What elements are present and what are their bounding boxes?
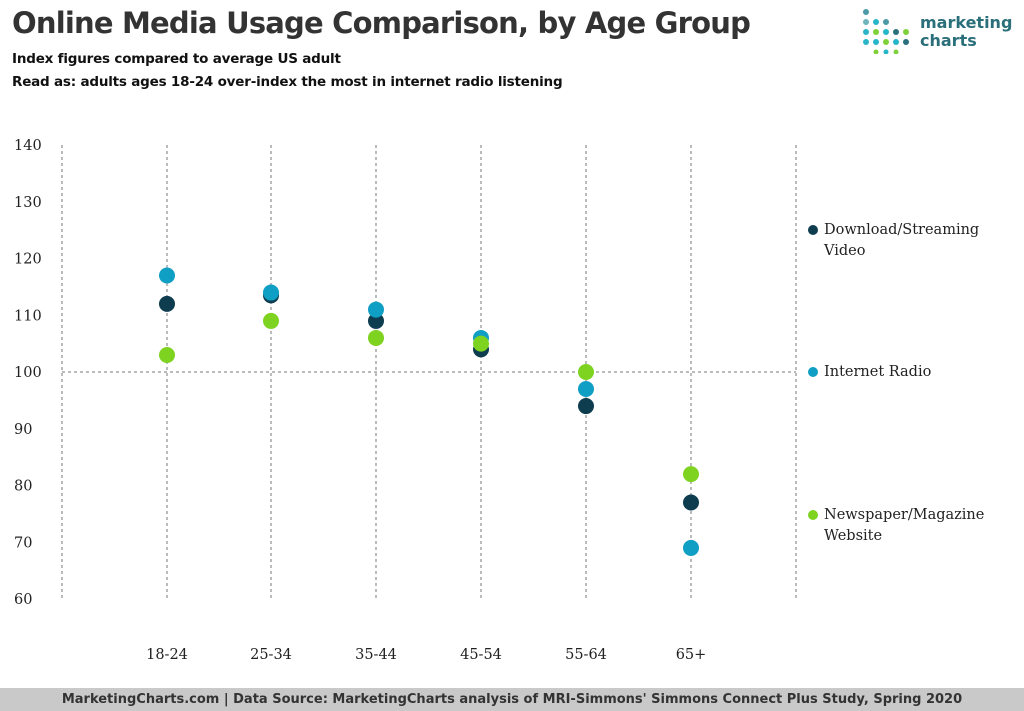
x-tick-label: 25-34 [250, 647, 292, 663]
data-point-series-1 [159, 267, 175, 284]
x-tick-label: 55-64 [565, 647, 607, 663]
x-tick-label: 18-24 [146, 647, 188, 663]
y-tick-label: 120 [14, 252, 42, 268]
data-point-series-0 [159, 295, 175, 312]
data-point-series-1 [368, 301, 384, 318]
y-tick-label: 90 [14, 422, 32, 438]
y-tick-label: 110 [14, 308, 42, 324]
legend-label: Download/Streaming Video [824, 222, 980, 259]
y-tick-label: 130 [14, 195, 42, 211]
y-tick-label: 100 [14, 365, 42, 381]
chart-title: Online Media Usage Comparison, by Age Gr… [12, 6, 751, 40]
legend-label: Internet Radio [824, 364, 932, 380]
legend-item: Newspaper/Magazine Website [808, 505, 1004, 547]
legend-item: Download/Streaming Video [808, 220, 1004, 262]
data-point-series-2 [578, 364, 594, 380]
y-tick-label: 60 [14, 592, 32, 608]
data-point-series-1 [683, 539, 699, 556]
logo-text-line2: charts [920, 31, 977, 50]
y-tick-label: 140 [14, 138, 42, 154]
chart-subtitle: Index figures compared to average US adu… [12, 51, 341, 67]
marketingcharts-logo: marketing charts [862, 8, 1012, 54]
chart-plot: 60 70 80 90 100 110 120 130 140 18-24 25-34 35-44 45… [14, 138, 797, 663]
data-point-series-2 [263, 312, 279, 329]
x-tick-label: 65+ [676, 647, 707, 663]
legend-label: Newspaper/Magazine Website [824, 507, 985, 544]
legend-item: Internet Radio [808, 362, 1004, 383]
y-tick-label: 80 [14, 479, 32, 495]
data-point-series-2 [683, 466, 699, 483]
logo-dots-icon [863, 9, 909, 54]
data-point-series-2 [159, 346, 175, 363]
legend-swatch [808, 225, 818, 235]
legend-swatch [808, 510, 818, 520]
chart-read-as-note: Read as: adults ages 18-24 over-index th… [12, 74, 563, 90]
data-point-series-0 [683, 494, 699, 511]
data-point-series-0 [368, 312, 384, 329]
data-point-series-1 [263, 284, 279, 301]
y-tick-label: 70 [14, 535, 32, 551]
data-point-series-0 [578, 398, 594, 415]
x-tick-label: 35-44 [355, 647, 397, 663]
footer-source: MarketingCharts.com | Data Source: Marke… [0, 688, 1024, 711]
data-point-series-2 [473, 335, 489, 352]
logo-text-line1: marketing [920, 13, 1013, 32]
data-point-series-1 [578, 381, 594, 398]
legend-swatch [808, 367, 818, 377]
data-point-series-2 [368, 329, 384, 346]
x-tick-label: 45-54 [460, 647, 502, 663]
